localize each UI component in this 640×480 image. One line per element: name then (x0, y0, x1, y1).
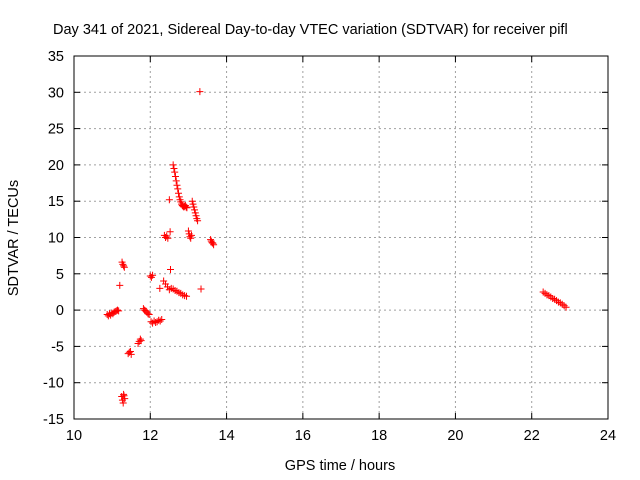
y-tick-label: 30 (48, 85, 64, 101)
data-point (192, 212, 200, 220)
data-point (121, 395, 129, 403)
data-point (127, 350, 135, 358)
data-point (197, 285, 205, 293)
data-point (187, 231, 195, 239)
data-point (184, 227, 192, 235)
data-point (115, 307, 123, 315)
data-point (170, 165, 178, 173)
data-point (113, 306, 121, 314)
y-tick-label: 35 (48, 49, 64, 65)
data-point (119, 260, 127, 268)
data-point (137, 337, 145, 345)
data-point (186, 233, 194, 241)
y-tick-label: 20 (48, 158, 64, 174)
y-tick-label: 15 (48, 194, 64, 210)
data-point (149, 271, 157, 279)
data-point (173, 181, 181, 189)
axis-ticks: 10 12 14 16 18 20 22 24 -15 -10 -5 0 5 10 15 20 25 30 35 (43, 49, 616, 444)
data-point (165, 196, 173, 204)
data-point (210, 241, 218, 249)
data-point (155, 316, 163, 324)
data-point (175, 193, 183, 201)
data-point (171, 168, 179, 176)
data-point (188, 197, 196, 205)
data-point (182, 203, 190, 211)
data-point (166, 228, 174, 236)
data-point (191, 209, 199, 217)
data-point (187, 234, 195, 242)
data-point (174, 185, 182, 193)
data-point (119, 399, 127, 407)
data-point (191, 206, 199, 214)
data-point (183, 204, 191, 212)
data-point (120, 390, 128, 398)
data-point (156, 317, 164, 325)
y-tick-label: 0 (56, 303, 64, 319)
x-axis-label: GPS time / hours (285, 458, 395, 474)
data-point (145, 310, 153, 318)
x-tick-label: 24 (600, 428, 616, 444)
data-point (120, 263, 128, 271)
data-point (158, 316, 166, 324)
chart-title: Day 341 of 2021, Sidereal Day-to-day VTE… (53, 22, 568, 38)
y-tick-label: -15 (43, 412, 64, 428)
data-point (209, 239, 217, 247)
data-point (136, 335, 144, 343)
data-point (167, 265, 175, 273)
y-tick-label: -10 (43, 376, 64, 392)
data-point (172, 177, 180, 185)
data-point (144, 310, 152, 318)
y-tick-label: 25 (48, 122, 64, 138)
data-point (207, 236, 215, 244)
data-point (562, 303, 570, 311)
data-point (169, 161, 177, 169)
data-point (150, 317, 158, 325)
data-point (116, 281, 124, 289)
x-tick-label: 10 (66, 428, 82, 444)
data-point (175, 189, 183, 197)
x-tick-label: 20 (447, 428, 463, 444)
data-point (189, 200, 197, 208)
data-point (126, 347, 134, 355)
x-tick-label: 14 (219, 428, 235, 444)
data-point (194, 217, 202, 225)
x-tick-label: 12 (142, 428, 158, 444)
data-point (183, 292, 191, 300)
data-point (164, 234, 172, 242)
x-tick-label: 22 (524, 428, 540, 444)
data-point (196, 88, 204, 96)
grid-lines (74, 56, 608, 419)
data-point (120, 262, 128, 270)
y-tick-label: -5 (51, 339, 64, 355)
data-point (190, 203, 198, 211)
data-point (171, 173, 179, 181)
data-point (147, 318, 155, 326)
x-tick-label: 16 (295, 428, 311, 444)
x-tick-label: 18 (371, 428, 387, 444)
data-point (156, 284, 164, 292)
y-tick-label: 5 (56, 267, 64, 283)
data-point (153, 318, 161, 326)
y-axis-label: SDTVAR / TECUs (6, 180, 22, 296)
data-points (103, 88, 570, 407)
y-tick-label: 10 (48, 231, 64, 247)
